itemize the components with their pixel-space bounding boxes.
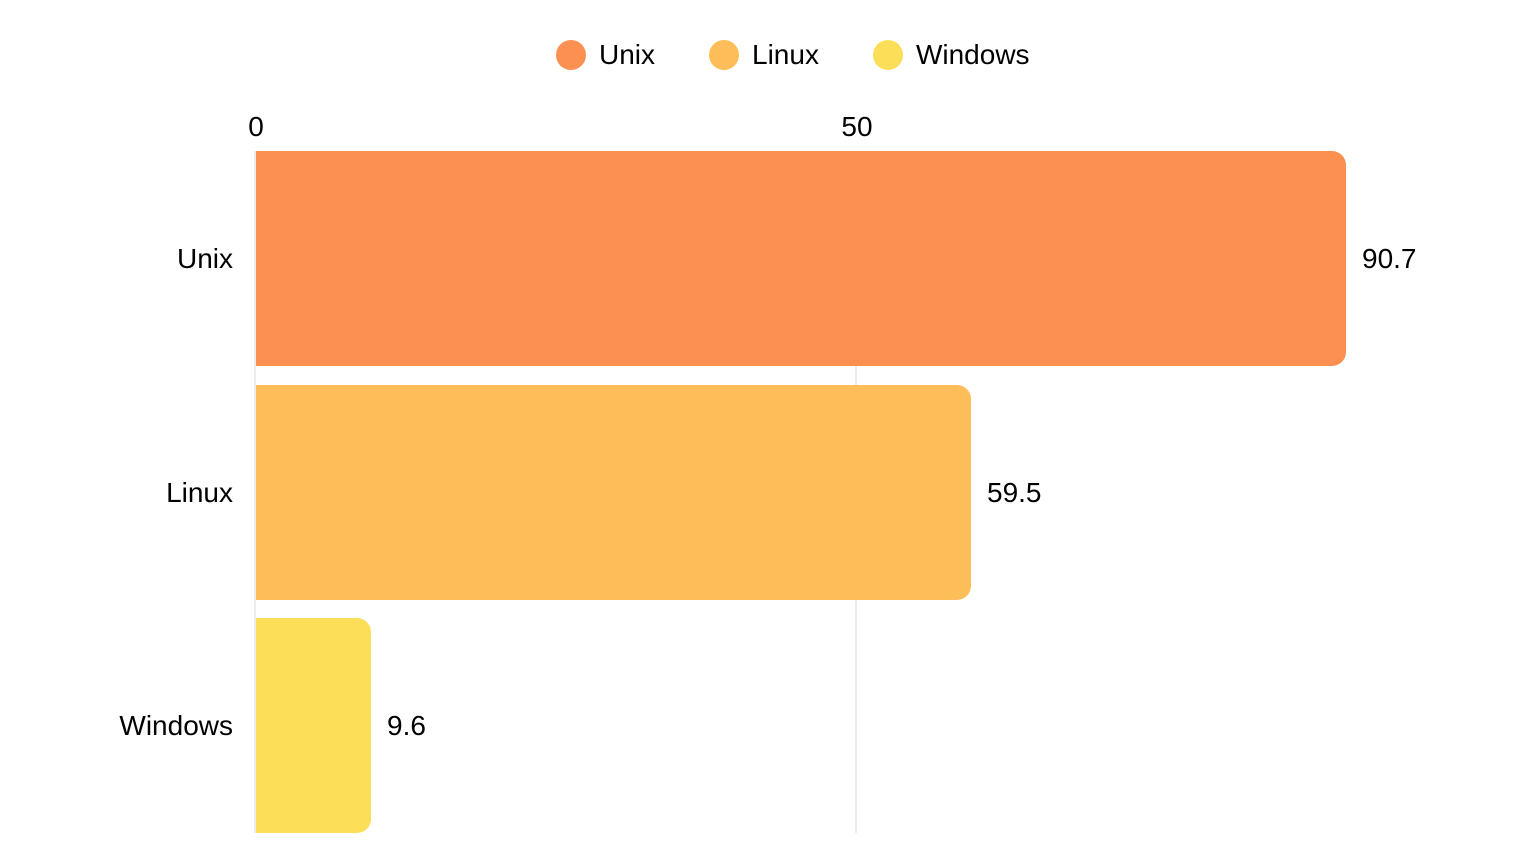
bar-row-linux: Linux 59.5 xyxy=(0,385,1536,600)
x-axis-tick-50: 50 xyxy=(841,111,873,142)
legend-swatch-windows-icon xyxy=(872,40,903,70)
legend-swatch-linux-icon xyxy=(709,40,740,70)
category-label-unix: Unix xyxy=(176,242,233,274)
legend: Unix Linux Windows xyxy=(556,40,1030,70)
legend-label-unix: Unix xyxy=(599,39,656,70)
bar-unix xyxy=(256,151,1346,366)
bar-row-windows: Windows 9.6 xyxy=(0,618,1536,833)
value-label-linux: 59.5 xyxy=(987,476,1042,508)
value-label-unix: 90.7 xyxy=(1362,242,1417,274)
bar-windows xyxy=(256,618,371,833)
legend-label-windows: Windows xyxy=(915,39,1030,70)
value-label-windows: 9.6 xyxy=(387,709,426,741)
plot-area: Unix 90.7 Linux 59.5 Windows 9.6 xyxy=(0,151,1536,833)
gridline-0 xyxy=(254,151,256,833)
bar-row-unix: Unix 90.7 xyxy=(0,151,1536,366)
category-label-linux: Linux xyxy=(166,476,233,508)
legend-item-linux[interactable]: Linux xyxy=(709,40,819,70)
legend-label-linux: Linux xyxy=(752,39,819,70)
bar-linux xyxy=(256,385,971,600)
legend-swatch-unix-icon xyxy=(556,40,586,70)
legend-item-windows[interactable]: Windows xyxy=(872,39,1030,70)
x-axis-tick-0: 0 xyxy=(248,111,264,142)
category-label-windows: Windows xyxy=(119,709,233,741)
legend-item-unix[interactable]: Unix xyxy=(556,40,655,70)
